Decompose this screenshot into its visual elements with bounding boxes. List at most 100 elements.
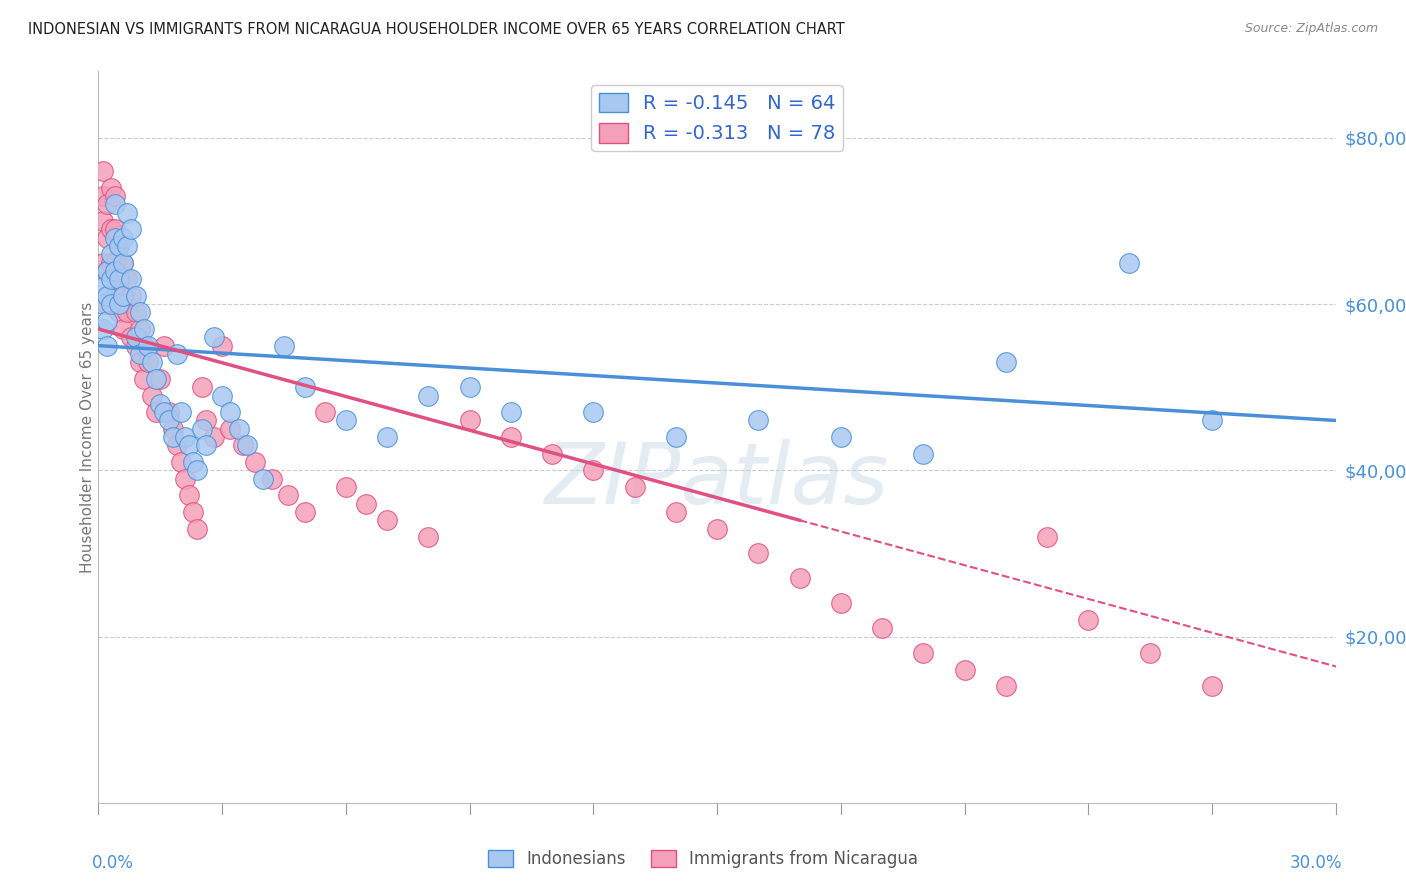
Point (243, 455, 266, 469)
Point (252, 472, 274, 486)
Point (181, 505, 204, 519)
Point (314, 405, 336, 419)
Point (1201, 413, 1223, 427)
Text: 30.0%: 30.0% (1289, 854, 1341, 872)
Point (120, 272, 142, 286)
Point (190, 422, 212, 436)
Point (108, 305, 131, 319)
Point (665, 505, 688, 519)
Point (260, 472, 283, 486)
Point (141, 355, 163, 369)
Point (120, 330, 142, 344)
Point (458, 380, 481, 394)
Point (665, 430, 688, 444)
Point (174, 472, 197, 486)
Point (994, 680, 1017, 694)
Point (120, 222, 142, 236)
Point (124, 330, 146, 344)
Point (91, 280, 114, 294)
Point (994, 355, 1017, 369)
Point (181, 455, 204, 469)
Point (104, 230, 127, 244)
Point (96, 230, 118, 244)
Point (124, 339, 146, 353)
Point (747, 546, 769, 560)
Point (273, 339, 295, 353)
Point (170, 405, 193, 419)
Point (112, 255, 135, 269)
Point (190, 380, 212, 394)
Point (100, 272, 122, 286)
Point (202, 330, 225, 344)
Point (100, 180, 122, 194)
Point (166, 347, 188, 361)
Point (232, 438, 254, 452)
Point (335, 480, 357, 494)
Point (100, 297, 122, 311)
Point (153, 405, 176, 419)
Point (104, 189, 127, 203)
Point (149, 397, 172, 411)
Point (953, 663, 976, 677)
Point (104, 264, 127, 278)
Point (335, 413, 357, 427)
Point (219, 422, 242, 436)
Point (418, 530, 440, 544)
Point (912, 447, 935, 461)
Point (1077, 613, 1099, 627)
Point (375, 430, 398, 444)
Point (100, 255, 122, 269)
Point (202, 430, 225, 444)
Point (112, 230, 135, 244)
Point (96, 264, 118, 278)
Point (124, 289, 146, 303)
Point (128, 355, 150, 369)
Point (91, 214, 114, 228)
Point (830, 430, 852, 444)
Point (96, 289, 118, 303)
Point (108, 297, 131, 311)
Point (149, 372, 172, 386)
Point (194, 438, 217, 452)
Point (145, 372, 167, 386)
Point (356, 497, 378, 511)
Point (706, 521, 728, 535)
Point (277, 488, 299, 502)
Point (418, 388, 440, 402)
Point (211, 388, 233, 402)
Point (294, 380, 316, 394)
Point (100, 247, 122, 261)
Point (236, 438, 259, 452)
Point (747, 413, 769, 427)
Point (104, 197, 127, 211)
Point (582, 463, 605, 477)
Point (228, 422, 250, 436)
Point (145, 405, 167, 419)
Text: Source: ZipAtlas.com: Source: ZipAtlas.com (1244, 22, 1378, 36)
Point (219, 405, 242, 419)
Point (179, 438, 201, 452)
Point (162, 430, 184, 444)
Point (499, 405, 522, 419)
Point (186, 463, 208, 477)
Point (108, 239, 131, 253)
Point (117, 205, 139, 219)
Point (112, 322, 135, 336)
Point (104, 289, 127, 303)
Text: 0.0%: 0.0% (93, 854, 134, 872)
Point (1201, 680, 1223, 694)
Point (96, 339, 118, 353)
Point (1118, 255, 1140, 269)
Point (458, 413, 481, 427)
Point (830, 596, 852, 610)
Point (96, 297, 118, 311)
Point (100, 297, 122, 311)
Point (117, 272, 139, 286)
Point (870, 621, 893, 635)
Point (375, 513, 398, 527)
Point (623, 480, 645, 494)
Point (91, 297, 114, 311)
Point (117, 305, 139, 319)
Point (91, 322, 114, 336)
Point (104, 222, 127, 236)
